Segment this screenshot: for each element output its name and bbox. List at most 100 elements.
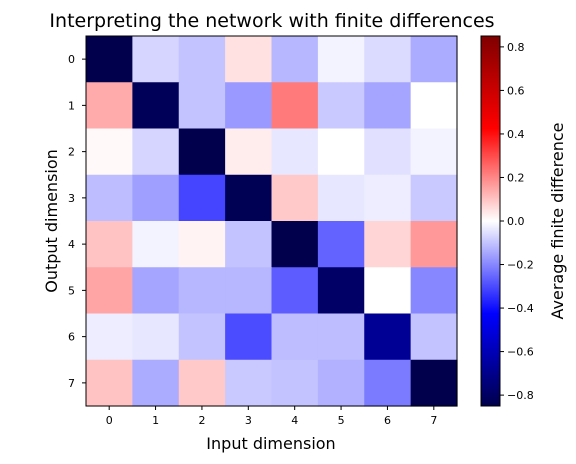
heatmap-cell-r4-c4 — [271, 221, 319, 268]
heatmap-cell-r2-c6 — [364, 128, 412, 176]
heatmap-cell-r5-c1 — [132, 267, 180, 315]
heatmap-cells — [86, 36, 458, 407]
heatmap-cell-r6-c7 — [410, 313, 458, 361]
heatmap-cell-r7-c0 — [86, 359, 133, 407]
heatmap-cell-r3-c7 — [410, 174, 458, 222]
y-tick-label: 3 — [68, 192, 75, 205]
heatmap-cell-r0-c1 — [132, 36, 180, 83]
heatmap-cell-r6-c3 — [225, 313, 273, 361]
x-tick-label: 5 — [338, 414, 345, 427]
y-axis-label: Output dimension — [42, 149, 61, 293]
heatmap-cell-r7-c6 — [364, 359, 412, 407]
heatmap-cell-r6-c4 — [271, 313, 319, 361]
heatmap-cell-r6-c0 — [86, 313, 133, 361]
x-tick-label: 0 — [106, 414, 113, 427]
x-tick-label: 4 — [291, 414, 298, 427]
heatmap-cell-r1-c7 — [410, 82, 458, 130]
heatmap-cell-r4-c3 — [225, 221, 273, 268]
heatmap-cell-r4-c7 — [410, 221, 458, 268]
heatmap-cell-r2-c3 — [225, 128, 273, 176]
heatmap-cell-r4-c2 — [178, 221, 226, 268]
y-axis-ticks: 0 1 2 3 4 5 6 7 — [68, 53, 86, 390]
heatmap-cell-r0-c4 — [271, 36, 319, 83]
heatmap-cell-r2-c7 — [410, 128, 458, 176]
heatmap-cell-r4-c6 — [364, 221, 412, 268]
heatmap-cell-r1-c0 — [86, 82, 133, 130]
x-tick-label: 3 — [245, 414, 252, 427]
heatmap-cell-r3-c1 — [132, 174, 180, 222]
heatmap-cell-r3-c5 — [317, 174, 365, 222]
x-tick-label: 2 — [198, 414, 205, 427]
heatmap-cell-r7-c3 — [225, 359, 273, 407]
heatmap-cell-r5-c3 — [225, 267, 273, 315]
heatmap-cell-r7-c4 — [271, 359, 319, 407]
heatmap-cell-r3-c2 — [178, 174, 226, 222]
colorbar-tick-label: 0.0 — [507, 215, 525, 228]
x-tick-label: 1 — [152, 414, 159, 427]
colorbar-tick-label: −0.4 — [507, 302, 534, 315]
heatmap-cell-r0-c5 — [317, 36, 365, 83]
heatmap-cell-r5-c7 — [410, 267, 458, 315]
colorbar-tick-label: 0.4 — [507, 128, 525, 141]
y-tick-label: 2 — [68, 146, 75, 159]
heatmap-cell-r0-c2 — [178, 36, 226, 83]
heatmap-cell-r5-c2 — [178, 267, 226, 315]
colorbar-tick-label: −0.2 — [507, 259, 534, 272]
y-tick-label: 4 — [68, 238, 75, 251]
heatmap-cell-r7-c5 — [317, 359, 365, 407]
heatmap-cell-r4-c5 — [317, 221, 365, 268]
colorbar-tick-label: 0.8 — [507, 41, 525, 54]
heatmap-cell-r5-c4 — [271, 267, 319, 315]
heatmap-cell-r2-c1 — [132, 128, 180, 176]
x-tick-label: 6 — [384, 414, 391, 427]
y-tick-label: 0 — [68, 53, 75, 66]
heatmap-cell-r1-c5 — [317, 82, 365, 130]
colorbar-ticks: −0.8 −0.6 −0.4 −0.2 0.0 0.2 0.4 0.6 0.8 — [500, 41, 534, 402]
heatmap-cell-r1-c1 — [132, 82, 180, 130]
heatmap-cell-r1-c6 — [364, 82, 412, 130]
heatmap-cell-r5-c0 — [86, 267, 133, 315]
heatmap-cell-r3-c3 — [225, 174, 273, 222]
heatmap-cell-r0-c0 — [86, 36, 133, 83]
heatmap-cell-r2-c4 — [271, 128, 319, 176]
chart-title: Interpreting the network with finite dif… — [49, 10, 494, 32]
heatmap-cell-r7-c7 — [410, 359, 458, 407]
heatmap-cell-r0-c3 — [225, 36, 273, 83]
plot-frame — [85, 35, 458, 407]
heatmap-cell-r2-c5 — [317, 128, 365, 176]
heatmap-cell-r6-c6 — [364, 313, 412, 361]
heatmap-cell-r6-c1 — [132, 313, 180, 361]
heatmap-cell-r7-c2 — [178, 359, 226, 407]
colorbar-tick-label: −0.8 — [507, 389, 534, 402]
heatmap-cell-r3-c4 — [271, 174, 319, 222]
colorbar-tick-label: −0.6 — [507, 346, 534, 359]
x-tick-label: 7 — [430, 414, 437, 427]
heatmap-cell-r5-c6 — [364, 267, 412, 315]
colorbar — [480, 35, 501, 407]
heatmap-cell-r6-c5 — [317, 313, 365, 361]
heatmap-cell-r0-c7 — [410, 36, 458, 83]
heatmap-cell-r5-c5 — [317, 267, 365, 315]
heatmap-cell-r7-c1 — [132, 359, 180, 407]
heatmap-cell-r3-c6 — [364, 174, 412, 222]
y-tick-label: 5 — [68, 284, 75, 297]
x-axis-label: Input dimension — [206, 434, 335, 453]
y-tick-label: 1 — [68, 99, 75, 112]
heatmap-cell-r2-c2 — [178, 128, 226, 176]
heatmap-cell-r1-c3 — [225, 82, 273, 130]
x-axis-ticks: 0 1 2 3 4 5 6 7 — [106, 406, 437, 427]
heatmap-cell-r4-c0 — [86, 221, 133, 268]
heatmap-cell-r1-c4 — [271, 82, 319, 130]
heatmap-cell-r4-c1 — [132, 221, 180, 268]
colorbar-tick-label: 0.6 — [507, 84, 525, 97]
y-tick-label: 7 — [68, 377, 75, 390]
colorbar-tick-label: 0.2 — [507, 171, 525, 184]
heatmap-cell-r1-c2 — [178, 82, 226, 130]
heatmap-cell-r0-c6 — [364, 36, 412, 83]
colorbar-label: Average finite difference — [548, 123, 567, 320]
y-tick-label: 6 — [68, 331, 75, 344]
heatmap-cell-r2-c0 — [86, 128, 133, 176]
heatmap-cell-r3-c0 — [86, 174, 133, 222]
heatmap-cell-r6-c2 — [178, 313, 226, 361]
